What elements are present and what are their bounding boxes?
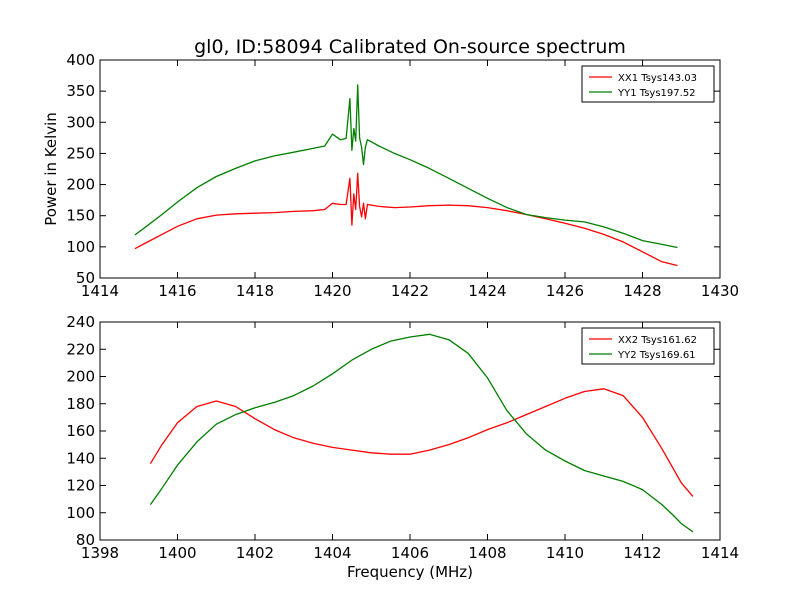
- bottom-x-tick-label: 1398: [81, 544, 119, 562]
- chart-panels: 1414 1416 1418 1420 1422 1424 1426 1428 1430 50 10…: [66, 51, 739, 562]
- top-x-tick-label: 1426: [546, 282, 584, 300]
- bottom-y-tick-label: 80: [76, 531, 95, 549]
- top-x-tick-label: 1420: [313, 282, 351, 300]
- top-y-tick-label: 250: [66, 144, 95, 162]
- bottom-y-tick-label: 100: [66, 504, 95, 522]
- bottom-y-tick-label: 120: [66, 477, 95, 495]
- bottom-x-tick-label: 1402: [236, 544, 274, 562]
- bottom-series-line-2: [149, 333, 694, 533]
- top-series-line-2: [134, 84, 678, 249]
- top-y-tick-label: 100: [66, 238, 95, 256]
- top-y-tick-label: 400: [66, 51, 95, 69]
- top-y-tick-label: 200: [66, 176, 95, 194]
- top-x-tick-label: 1414: [81, 282, 119, 300]
- top-x-tick-label: 1418: [236, 282, 274, 300]
- top-x-tick-label: 1416: [158, 282, 196, 300]
- bottom-x-tick-label: 1406: [391, 544, 429, 562]
- top-legend-label-2: YY1 Tsys197.52: [617, 88, 696, 99]
- bottom-x-tick-label: 1410: [546, 544, 584, 562]
- top-x-tick-label: 1422: [391, 282, 429, 300]
- bottom-legend-label-1: XX2 Tsys161.62: [618, 335, 697, 346]
- top-x-tick-label: 1424: [468, 282, 506, 300]
- bottom-y-tick-label: 240: [66, 313, 95, 331]
- top-legend-box: [581, 65, 715, 103]
- top-y-axis-label: Power in Kelvin: [42, 112, 60, 226]
- top-y-tick-label: 300: [66, 113, 95, 131]
- bottom-x-tick-label: 1400: [158, 544, 196, 562]
- top-x-tick-label: 1428: [623, 282, 661, 300]
- bottom-legend-label-2: YY2 Tsys169.61: [617, 350, 696, 361]
- top-chart-panel: 1414 1416 1418 1420 1422 1424 1426 1428 1430 50 10…: [66, 51, 739, 300]
- top-legend-label-1: XX1 Tsys143.03: [618, 73, 697, 84]
- top-y-tick-label: 150: [66, 207, 95, 225]
- bottom-chart-panel: 1398 1400 1402 1404 1406 1408 1410 1412 1414 80 10…: [66, 313, 739, 562]
- bottom-x-tick-label: 1414: [701, 544, 739, 562]
- bottom-y-tick-label: 200: [66, 368, 95, 386]
- bottom-legend-box: [581, 327, 715, 365]
- bottom-x-tick-label: 1408: [468, 544, 506, 562]
- bottom-y-tick-label: 160: [66, 422, 95, 440]
- bottom-series-line-1: [149, 388, 694, 497]
- figure-title: gl0, ID:58094 Calibrated On-source spect…: [194, 36, 626, 58]
- bottom-y-tick-label: 220: [66, 340, 95, 358]
- top-x-tick-label: 1430: [701, 282, 739, 300]
- bottom-x-tick-label: 1412: [623, 544, 661, 562]
- top-legend: XX1 Tsys143.03 YY1 Tsys197.52: [581, 65, 715, 103]
- top-series-line-1: [134, 172, 678, 267]
- bottom-y-tick-label: 140: [66, 449, 95, 467]
- top-y-tick-label: 350: [66, 82, 95, 100]
- bottom-x-axis-label: Frequency (MHz): [347, 563, 473, 581]
- bottom-y-tick-label: 180: [66, 395, 95, 413]
- bottom-legend: XX2 Tsys161.62 YY2 Tsys169.61: [581, 327, 715, 365]
- top-y-tick-label: 50: [76, 269, 95, 287]
- bottom-x-tick-label: 1404: [313, 544, 351, 562]
